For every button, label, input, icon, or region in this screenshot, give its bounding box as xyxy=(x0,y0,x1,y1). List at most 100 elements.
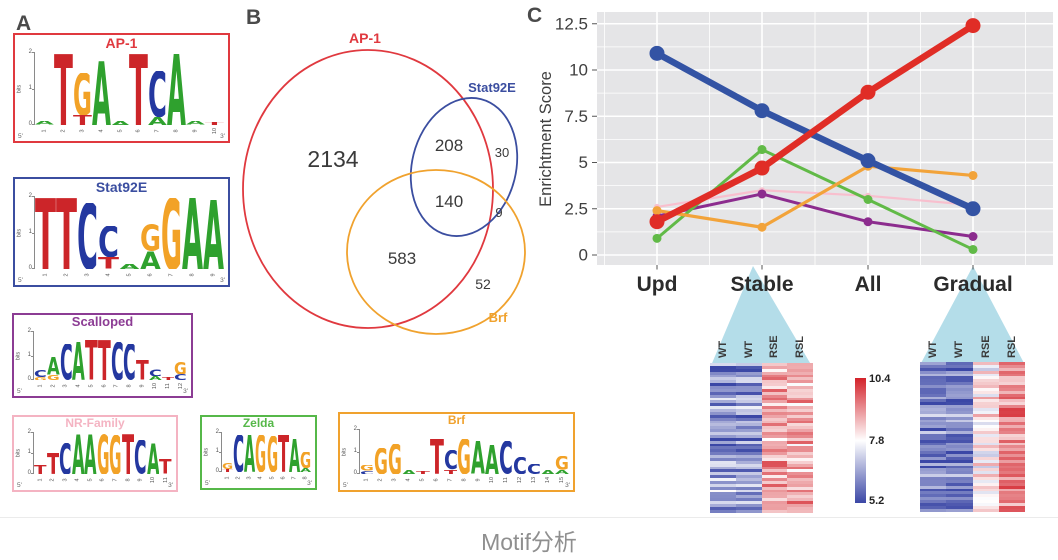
chart-point-brf-stable xyxy=(757,222,767,232)
svg-text:T: T xyxy=(430,439,444,474)
logo-y-tick: 1 xyxy=(28,84,32,91)
heatmap-row xyxy=(920,445,1025,449)
chart-point-stat92e-upd xyxy=(649,45,665,61)
heatmap-row xyxy=(710,380,813,384)
heatmap-cell xyxy=(787,391,813,395)
heatmap-col-label-rse-2: RSE xyxy=(979,335,992,358)
heatmap-cell xyxy=(710,478,736,481)
heatmap-cell xyxy=(710,429,736,432)
heatmap-cell xyxy=(787,363,813,366)
logo-position: G xyxy=(374,429,388,474)
heatmap-cell xyxy=(946,451,973,454)
heatmap-cell xyxy=(787,475,813,478)
logo-x-tick: 3 xyxy=(84,273,91,277)
heatmap-cell xyxy=(998,431,1025,434)
heatmap-cell xyxy=(998,416,1025,420)
heatmap-row xyxy=(920,468,1025,472)
heatmap-cell xyxy=(735,509,762,513)
heatmap-cell xyxy=(761,460,788,464)
heatmap-cell xyxy=(735,457,762,461)
heatmap-cell xyxy=(946,390,973,394)
heatmap-cell xyxy=(920,456,947,460)
logo-x-tick: 2 xyxy=(235,476,242,480)
svg-text:G: G xyxy=(222,463,233,469)
heatmap-cell xyxy=(735,377,762,381)
heatmap-cell xyxy=(946,393,973,397)
heatmap-cell xyxy=(761,368,788,372)
heatmap-cell xyxy=(920,488,947,492)
panel-b-label: B xyxy=(246,6,262,29)
svg-text:C: C xyxy=(174,374,187,380)
svg-text:C: C xyxy=(34,370,47,377)
heatmap-cell xyxy=(761,391,788,395)
svg-text:A: A xyxy=(167,54,186,125)
heatmap-row xyxy=(710,480,813,484)
logo-x-tick: 5 xyxy=(269,476,276,480)
heatmap-row xyxy=(920,497,1025,500)
heatmap-row xyxy=(710,483,813,487)
logo-position: T xyxy=(162,331,175,380)
heatmap-cell xyxy=(946,479,973,483)
chart-series-brf xyxy=(655,164,975,229)
heatmap-cell xyxy=(761,403,788,407)
logo-letter-A: A xyxy=(147,443,160,475)
chart-series-scalloped xyxy=(655,192,975,238)
heatmap-cell xyxy=(735,466,762,470)
heatmap-cell xyxy=(972,508,999,512)
logo-x-tick: 5 xyxy=(88,384,95,388)
heatmap-cell xyxy=(710,400,736,404)
heatmap-cell xyxy=(787,483,813,487)
heatmap-cell xyxy=(710,440,736,444)
heatmap-cell xyxy=(787,414,813,418)
heatmap-cell xyxy=(735,495,762,499)
svg-text:T: T xyxy=(205,122,224,125)
svg-text:G: G xyxy=(161,198,182,269)
svg-text:T: T xyxy=(162,377,175,380)
logo-x-tick: 10 xyxy=(152,382,159,390)
heatmap-cell xyxy=(761,452,788,455)
heatmap-cell xyxy=(946,508,973,512)
logo-position: C xyxy=(59,432,72,475)
logo-x-tick: 3 xyxy=(391,478,398,482)
heatmap-cell xyxy=(972,379,999,383)
heatmap-cell xyxy=(761,463,788,467)
heatmap-cell xyxy=(787,386,813,389)
heatmap-cell xyxy=(972,402,999,406)
heatmap-cell xyxy=(998,393,1025,397)
svg-text:C: C xyxy=(98,226,119,257)
heatmap-cell xyxy=(946,405,973,408)
logo-letter-C: C xyxy=(59,443,72,475)
logo-position: A xyxy=(541,429,555,475)
logo-x-ticks: 1 2 3 4 5 6 7 8 9 10 xyxy=(35,125,224,137)
logo-letter-A: A xyxy=(182,198,203,269)
heatmap-cell xyxy=(946,410,973,414)
heatmap-cell xyxy=(735,503,762,507)
heatmap-cell xyxy=(710,383,736,386)
svg-text:G: G xyxy=(388,444,402,474)
heatmap-cell xyxy=(710,391,736,395)
heatmap-cell xyxy=(787,457,813,461)
logo-x-tick: 3 xyxy=(79,129,86,133)
heatmap-cell xyxy=(920,491,947,495)
heatmap-cell xyxy=(972,376,999,380)
logo-y-tick: 0 xyxy=(353,470,357,476)
motif-title-nr-family: NR-Family xyxy=(65,416,125,430)
panel-c-label: C xyxy=(527,4,543,27)
venn-ellipse-brf xyxy=(346,169,526,335)
logo-y-axis: bits 2 1 0 xyxy=(16,193,35,271)
heatmap-cell xyxy=(946,433,973,437)
heatmap-cell xyxy=(998,439,1025,443)
heatmap-row xyxy=(710,383,813,386)
logo-x-tick: 6 xyxy=(101,384,108,388)
heatmap-cell xyxy=(761,365,788,369)
motif-box-ap-1: AP-1 bits 2 1 0 A T G T A A T C A A A T 1 2 3 4 5 6 7 8 9 10 5' 3' xyxy=(13,33,230,143)
logo-letter-G: G xyxy=(140,224,161,250)
venn-count: 9 xyxy=(495,205,502,220)
logo-position: G xyxy=(388,429,402,474)
svg-text:A: A xyxy=(300,468,311,472)
svg-text:T: T xyxy=(34,465,47,474)
heatmap-cell xyxy=(998,497,1025,500)
